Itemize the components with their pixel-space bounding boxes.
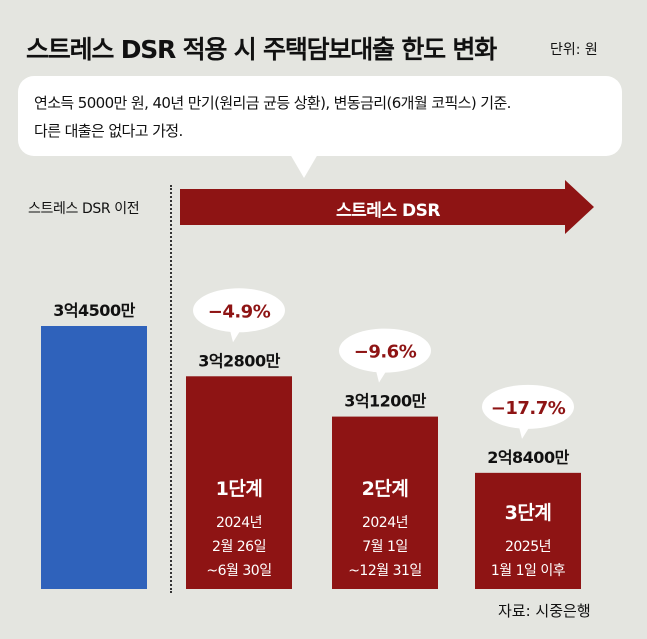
change-bubble-2 — [339, 328, 431, 373]
unit-label: 단위: 원 — [550, 42, 598, 58]
period-label-2-0: 2024년 — [362, 515, 408, 531]
period-label-3-1: 1월 1일 이후 — [491, 563, 566, 579]
value-label-2: 3억1200만 — [344, 392, 426, 411]
period-label-3-0: 2025년 — [505, 539, 551, 555]
period-label-2-1: 7월 1일 — [362, 539, 408, 555]
change-bubble-tail-3 — [518, 422, 532, 439]
bar-1 — [186, 376, 292, 589]
period-label-1-1: 2월 26일 — [212, 539, 266, 555]
note-line-1: 연소득 5000만 원, 40년 만기(원리금 균등 상환), 변동금리(6개월… — [34, 94, 511, 112]
value-label-0: 3억4500만 — [53, 301, 135, 320]
pre-dsr-label: 스트레스 DSR 이전 — [28, 201, 140, 217]
change-bubble-1 — [193, 288, 285, 333]
bar-3 — [475, 472, 581, 589]
change-label-1: −4.9% — [208, 301, 271, 322]
stage-label-2: 2단계 — [362, 478, 409, 500]
note-bubble — [18, 76, 622, 156]
stage-label-3: 3단계 — [505, 502, 552, 524]
chart-title: 스트레스 DSR 적용 시 주택담보대출 한도 변화 — [26, 35, 497, 64]
bar-2 — [332, 416, 438, 589]
change-bubble-3 — [482, 384, 574, 429]
period-label-1-0: 2024년 — [216, 515, 262, 531]
value-label-1: 3억2800만 — [198, 351, 280, 370]
period-label-2-2: ~12월 31일 — [348, 563, 422, 579]
stage-label-1: 1단계 — [216, 478, 263, 500]
bar-0 — [41, 326, 147, 589]
change-label-3: −17.7% — [491, 398, 566, 419]
note-line-2: 다른 대출은 없다고 가정. — [34, 122, 183, 140]
period-label-1-2: ~6월 30일 — [206, 563, 271, 579]
stress-dsr-arrow — [180, 180, 594, 234]
change-bubble-tail-2 — [375, 366, 389, 383]
change-bubble-tail-1 — [229, 326, 243, 343]
period-divider — [170, 185, 172, 593]
stress-dsr-arrow-label: 스트레스 DSR — [336, 201, 440, 221]
note-bubble-tail — [290, 154, 318, 178]
change-label-2: −9.6% — [354, 342, 417, 363]
source-label: 자료: 시중은행 — [498, 602, 591, 620]
value-label-3: 2억8400만 — [487, 448, 569, 467]
